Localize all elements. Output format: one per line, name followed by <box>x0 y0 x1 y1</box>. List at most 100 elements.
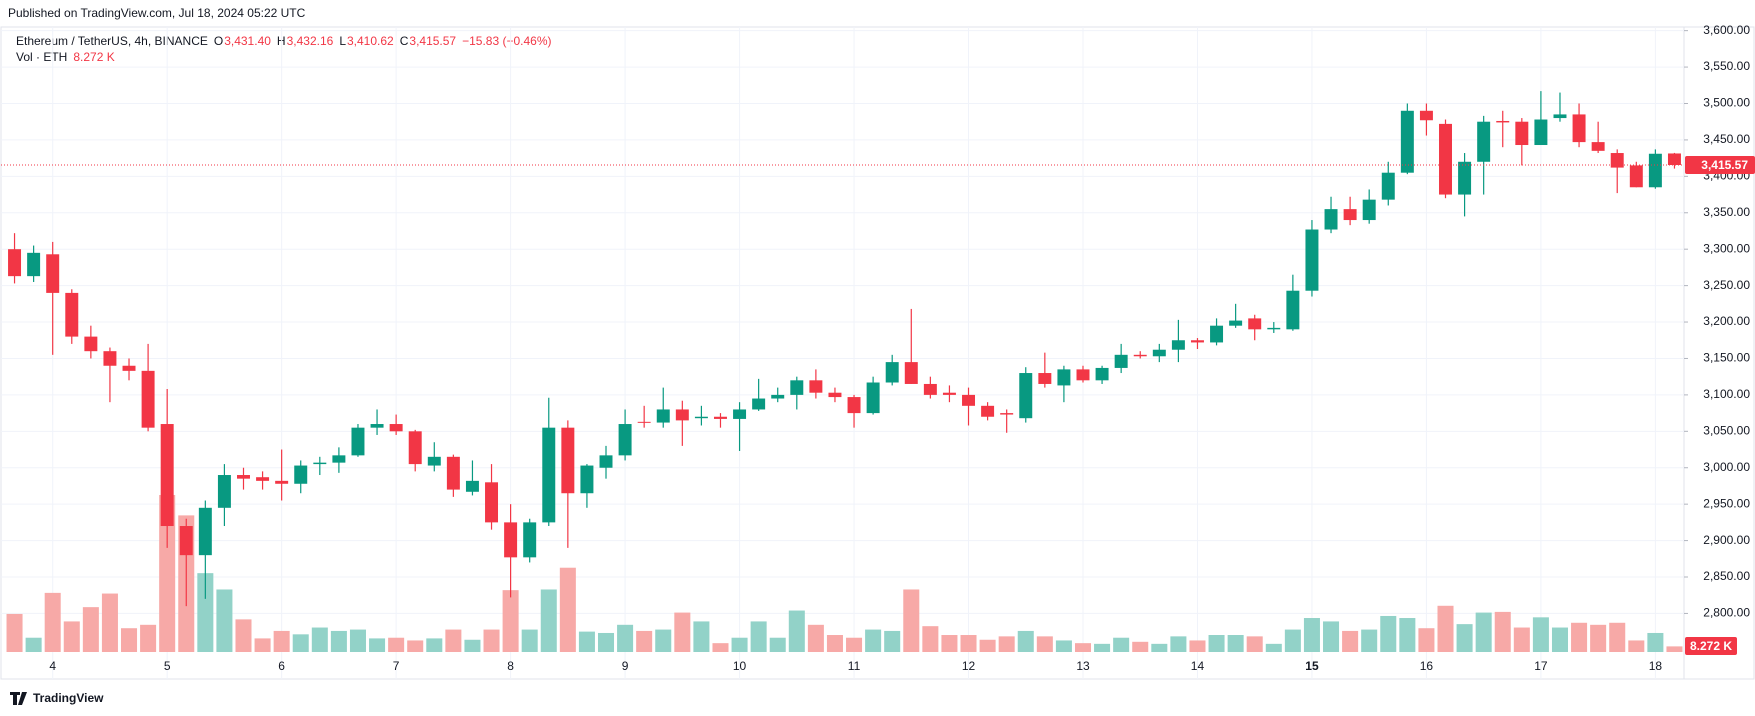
x-tick-label: 14 <box>1191 659 1205 673</box>
volume-bar <box>559 567 576 652</box>
volume-bar <box>388 637 405 652</box>
candle-body <box>1381 172 1395 200</box>
candle-body <box>8 249 22 277</box>
candle-body <box>771 394 785 399</box>
legend-close: 3,415.57 <box>409 34 456 48</box>
candle-body <box>637 421 651 423</box>
volume-bar <box>903 589 920 652</box>
candle-body <box>713 416 727 419</box>
volume-bar <box>979 639 996 652</box>
candle-body <box>427 456 441 466</box>
x-tick-label: 12 <box>962 659 976 673</box>
y-tick-label: 3,550.00 <box>1703 59 1750 73</box>
candle-body <box>1152 349 1166 357</box>
candle-body <box>790 380 804 395</box>
volume-bar <box>25 637 42 652</box>
volume-bar <box>693 621 710 652</box>
candle-body <box>1171 340 1185 350</box>
volume-bar <box>1017 630 1034 652</box>
legend-l: L <box>339 34 346 48</box>
candle-body <box>294 465 308 484</box>
volume-bar <box>1284 629 1301 652</box>
volume-bar <box>846 637 863 652</box>
candle-body <box>1648 153 1662 188</box>
legend-c: C <box>400 34 409 48</box>
y-tick-label: 3,350.00 <box>1703 205 1750 219</box>
candle-body <box>1515 121 1529 146</box>
volume-bar <box>922 626 939 652</box>
candle-body <box>332 455 346 463</box>
volume-bar <box>1189 640 1206 652</box>
candle-body <box>656 409 670 423</box>
candle-body <box>1667 153 1681 165</box>
volume-bar <box>540 589 557 652</box>
x-tick-label: 5 <box>164 659 171 673</box>
legend-change: −15.83 (−0.46%) <box>462 34 551 48</box>
volume-bar <box>865 629 882 652</box>
volume-bar <box>197 573 214 652</box>
volume-bar <box>712 643 729 652</box>
candle-body <box>1553 114 1567 119</box>
volume-bar <box>330 630 347 652</box>
y-tick-label: 3,300.00 <box>1703 241 1750 255</box>
candle-body <box>1286 290 1300 330</box>
candle-body <box>1477 121 1491 162</box>
volume-bar <box>121 628 138 652</box>
x-tick-label: 17 <box>1534 659 1548 673</box>
volume-bar <box>1303 618 1320 652</box>
legend: Ethereum / TetherUS, 4h, BINANCE O 3,431.4… <box>16 34 552 64</box>
y-tick-label: 3,100.00 <box>1703 387 1750 401</box>
volume-bar <box>750 621 767 652</box>
candle-body <box>446 456 460 490</box>
candle-body <box>313 462 327 465</box>
candle-body <box>809 380 823 393</box>
y-tick-label: 3,000.00 <box>1703 460 1750 474</box>
legend-o: O <box>214 34 223 48</box>
candle-body <box>408 431 422 465</box>
candle-body <box>1038 373 1052 384</box>
volume-bar <box>1227 635 1244 652</box>
candle-body <box>733 409 747 419</box>
volume-bar <box>1437 605 1454 652</box>
volume-bar <box>1342 630 1359 652</box>
candle-body <box>217 475 231 508</box>
volume-bar <box>407 640 424 652</box>
volume-bar <box>1590 624 1607 652</box>
candle-body <box>962 394 976 406</box>
volume-bar <box>788 610 805 652</box>
legend-symbol: Ethereum / TetherUS, 4h, BINANCE <box>16 34 208 48</box>
volume-bar <box>1055 640 1072 652</box>
candle-body <box>256 477 270 481</box>
volume-bar <box>216 589 233 652</box>
volume-bar <box>254 638 271 652</box>
volume-bar <box>1094 643 1111 652</box>
candle-body <box>1324 209 1338 230</box>
last-price-box <box>1685 155 1755 174</box>
legend-vol-name: Vol · ETH <box>16 50 67 64</box>
y-tick-label: 2,900.00 <box>1703 533 1750 547</box>
legend-low: 3,410.62 <box>347 34 394 48</box>
y-tick-label: 2,850.00 <box>1703 569 1750 583</box>
candle-body <box>523 522 537 558</box>
candle-body <box>885 362 899 383</box>
candle-body <box>542 427 556 523</box>
y-tick-label: 2,800.00 <box>1703 606 1750 620</box>
volume-bar <box>597 632 615 652</box>
volume-bar <box>636 630 653 652</box>
candle-body <box>828 392 842 398</box>
volume-bar <box>960 635 977 652</box>
candle-body <box>1190 340 1204 343</box>
y-tick-label: 2,950.00 <box>1703 496 1750 510</box>
volume-bar <box>82 607 99 652</box>
volume-bar <box>273 630 290 652</box>
candle-body <box>1210 325 1224 343</box>
volume-bar <box>1628 640 1645 652</box>
y-tick-label: 3,250.00 <box>1703 278 1750 292</box>
candle-body <box>904 362 918 384</box>
candle-body <box>1534 119 1548 146</box>
candle-body <box>981 405 995 417</box>
volume-bar <box>6 613 23 652</box>
volume-bar <box>1494 611 1511 652</box>
volume-bar <box>1571 622 1588 652</box>
candle-body <box>1095 367 1109 381</box>
